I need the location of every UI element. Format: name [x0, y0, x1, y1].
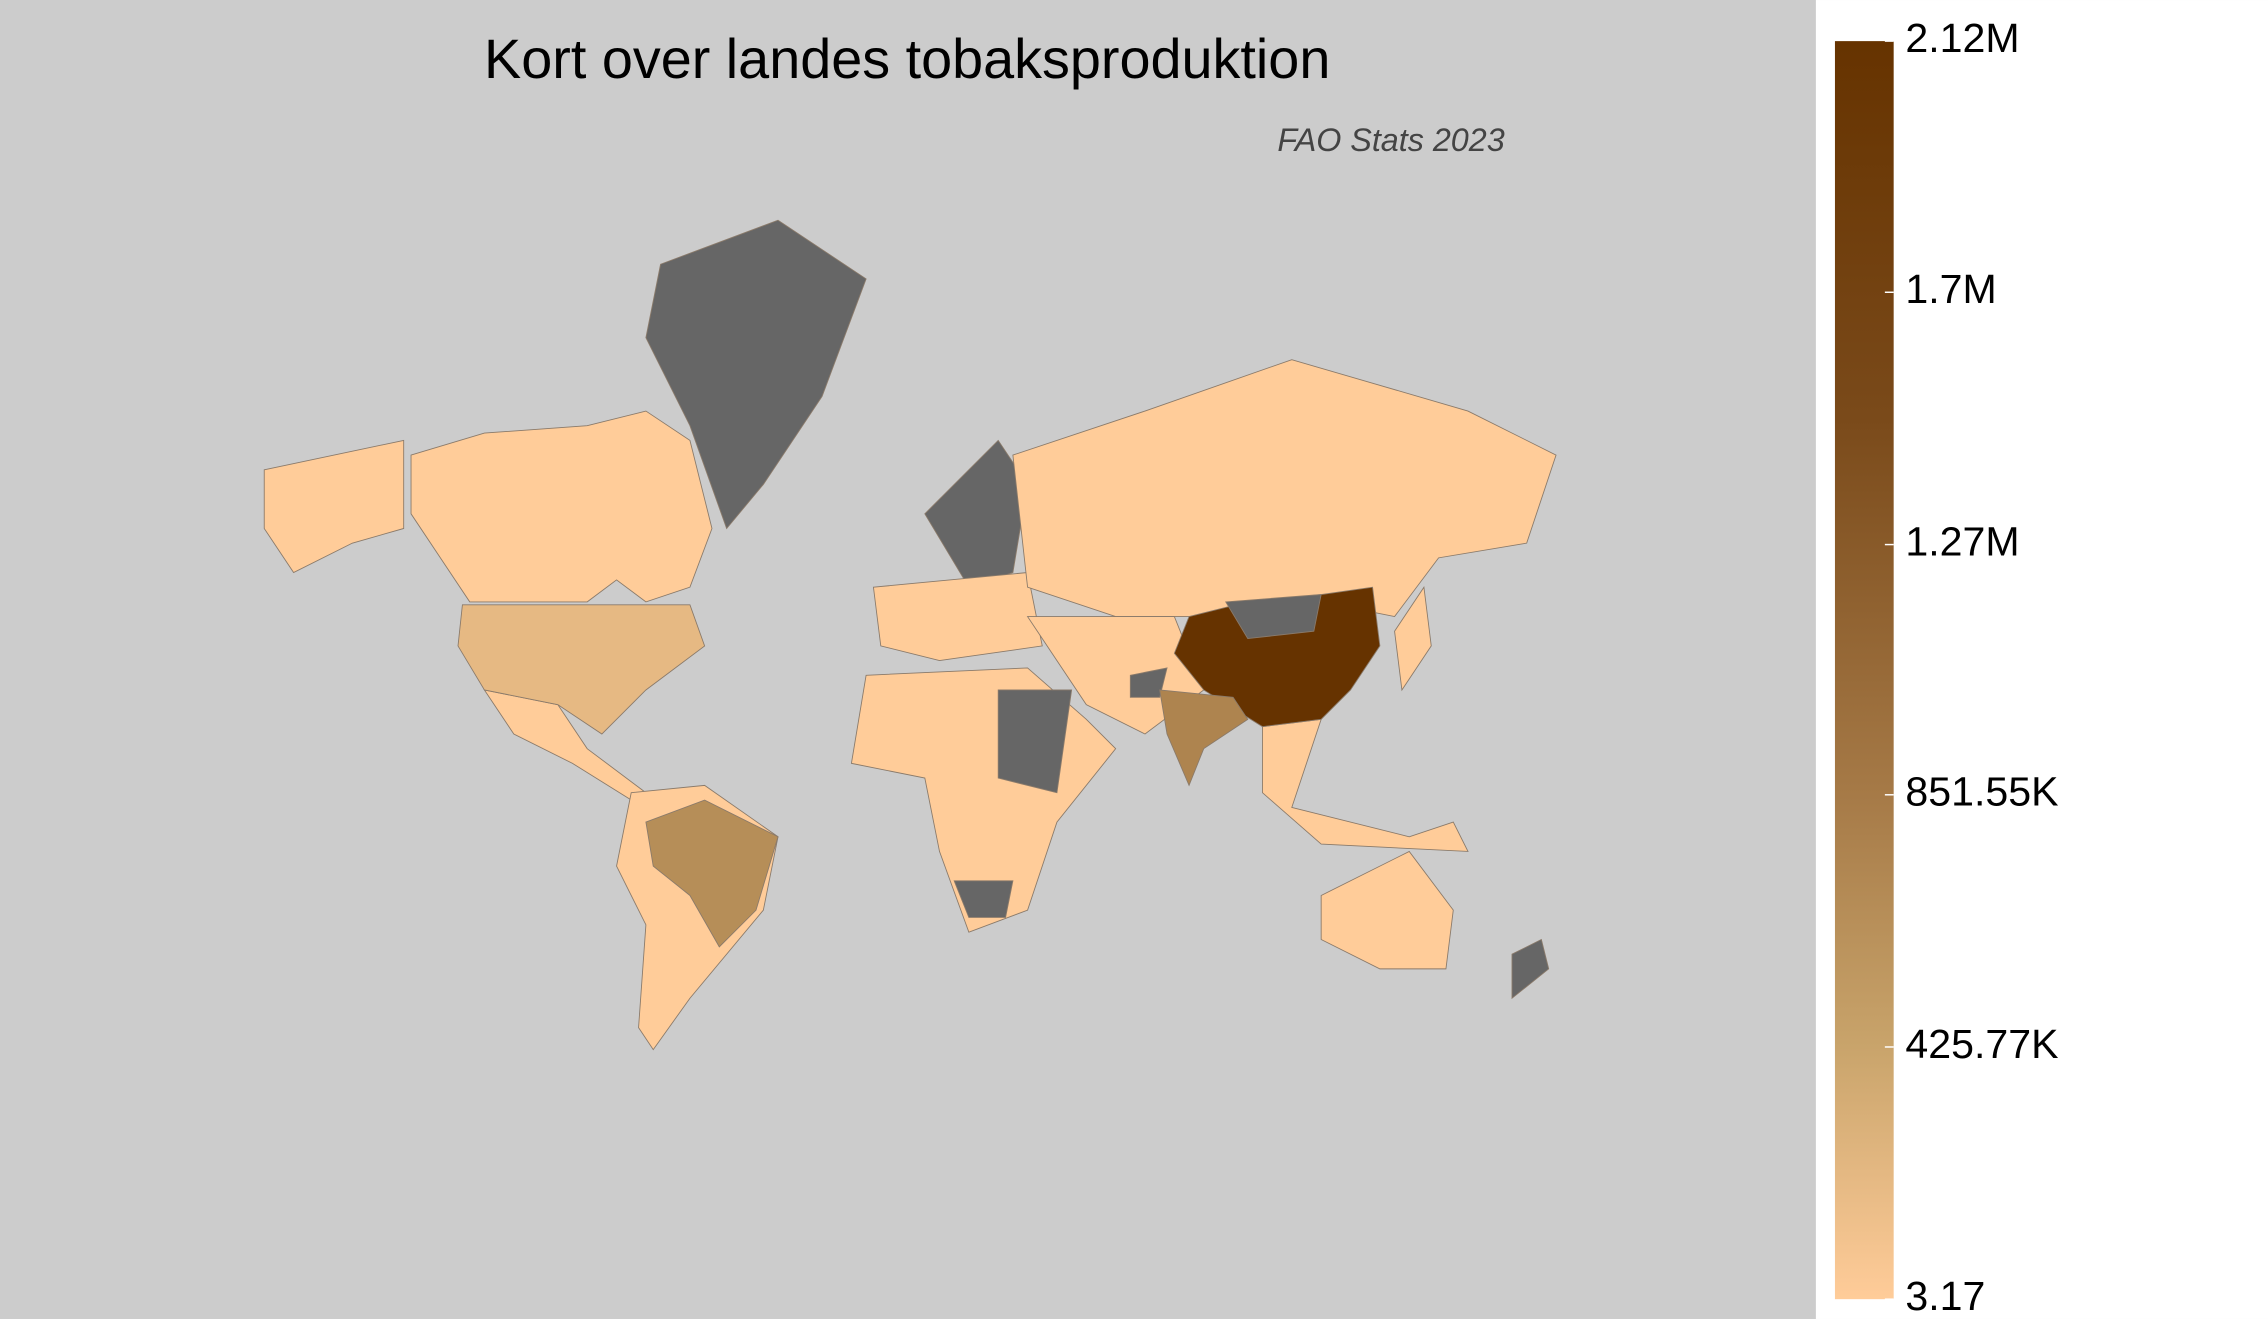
country — [457, 604, 706, 735]
country — [872, 572, 1043, 662]
country — [997, 689, 1073, 794]
country — [410, 410, 713, 603]
world-map — [263, 219, 1557, 1051]
country — [645, 799, 779, 948]
colorbar-tick-label: 3.17 — [1905, 1273, 1985, 1319]
country — [1262, 718, 1469, 852]
country — [1159, 689, 1249, 787]
colorbar-tick-label: 425.77K — [1905, 1021, 2058, 1067]
map-background — [0, 0, 1816, 1319]
country — [1225, 594, 1322, 640]
country — [263, 439, 405, 574]
chart-title: Kort over landes tobaksproduktion — [484, 28, 1330, 90]
colorbar-tick-label: 1.7M — [1905, 266, 1996, 312]
country — [1394, 585, 1432, 692]
country — [953, 880, 1014, 918]
chart-subtitle: FAO Stats 2023 — [1277, 122, 1504, 158]
colorbar-tick-label: 1.27M — [1905, 518, 2019, 564]
country — [1129, 667, 1168, 698]
colorbar-tick-label: 851.55K — [1905, 769, 2058, 815]
country — [924, 439, 1029, 588]
colorbar — [1834, 41, 1894, 1300]
colorbar-tick-label: 2.12M — [1905, 15, 2019, 61]
country — [1320, 850, 1454, 970]
country — [1026, 616, 1205, 735]
country — [1511, 938, 1550, 1000]
country — [645, 219, 867, 530]
